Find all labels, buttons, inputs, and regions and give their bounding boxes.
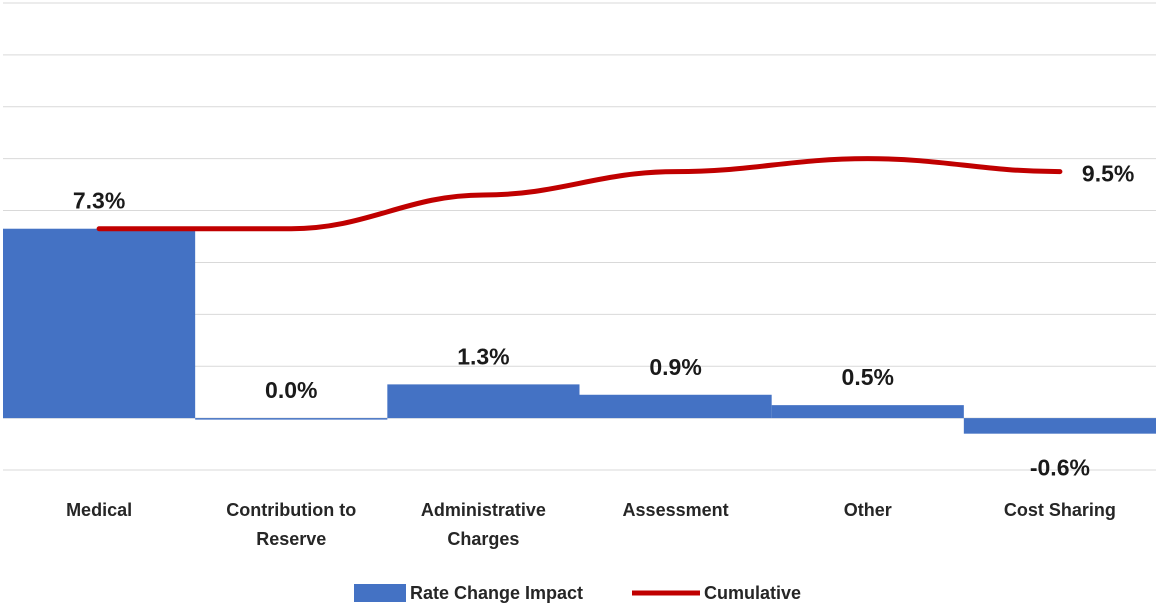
legend-label-cumulative: Cumulative: [704, 583, 801, 603]
cumulative-line: [96, 156, 1063, 232]
x-tick-label-administrative-charges: Administrative Charges: [421, 500, 546, 549]
x-tick-label-cost-sharing: Cost Sharing: [1004, 500, 1116, 520]
bar-cost-sharing: [963, 418, 1156, 434]
x-tick-label-other: Other: [844, 500, 892, 520]
data-label-cost-sharing: -0.6%: [1030, 455, 1090, 481]
x-tick-label-assessment: Assessment: [623, 500, 729, 520]
data-label-cumulative-end: 9.5%: [1082, 161, 1134, 187]
bar-other: [771, 405, 964, 419]
data-label-contribution-to-reserve: 0.0%: [265, 377, 317, 403]
data-label-administrative-charges: 1.3%: [457, 343, 509, 369]
x-tick-label-contribution-to-reserve: Contribution to Reserve: [226, 500, 356, 549]
data-label-other: 0.5%: [842, 364, 894, 390]
bar-administrative-charges: [387, 384, 580, 419]
bars: [3, 228, 1156, 434]
x-axis-labels: Medical Contribution to Reserve Administrat…: [66, 500, 1116, 549]
legend: Rate Change Impact Cumulative: [354, 583, 801, 603]
bar-medical: [3, 228, 196, 419]
bar-contribution-to-reserve: [195, 418, 388, 420]
bar-assessment: [579, 394, 772, 419]
data-label-medical: 7.3%: [73, 188, 125, 214]
legend-label-rate-change-impact: Rate Change Impact: [410, 583, 583, 603]
data-labels: 7.3% 0.0% 1.3% 0.9% 0.5% -0.6% 9.5%: [73, 161, 1134, 481]
data-label-assessment: 0.9%: [649, 354, 701, 380]
legend-swatch-rate-change-impact: [354, 584, 406, 602]
x-tick-label-medical: Medical: [66, 500, 132, 520]
cumulative-series-line: [96, 156, 1063, 232]
